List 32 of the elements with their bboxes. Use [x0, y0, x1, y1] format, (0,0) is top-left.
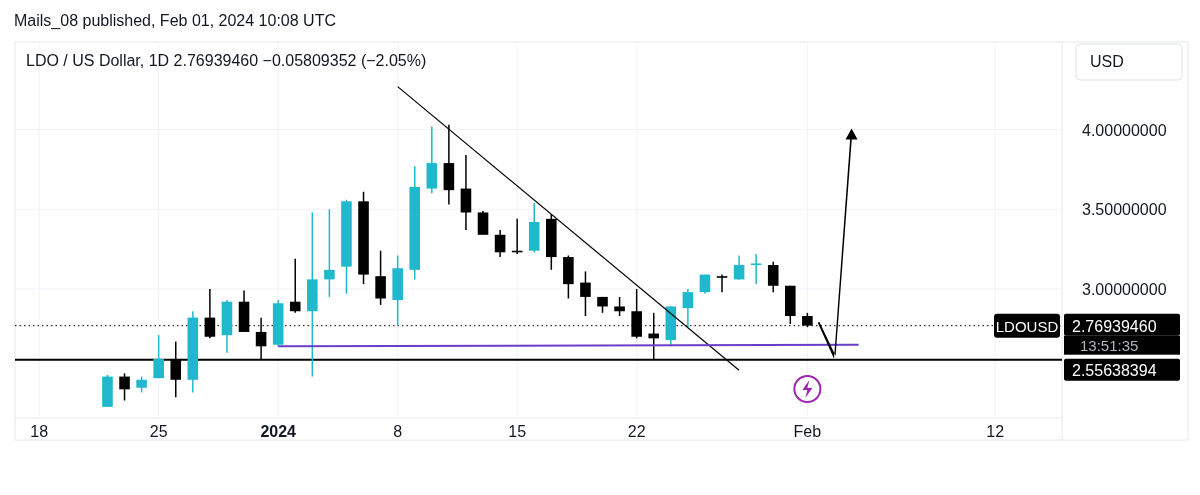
candlestick	[477, 210, 489, 236]
x-tick-label: 8	[393, 423, 403, 440]
x-tick-label: Feb	[793, 423, 822, 440]
y-tick-label: 4.00000000	[1082, 121, 1167, 139]
candlestick	[324, 208, 335, 298]
annotation: LDOUSD	[995, 317, 1059, 335]
candlestick	[580, 270, 591, 317]
candlestick	[767, 261, 779, 293]
y-axis-title: USD	[1090, 53, 1124, 70]
x-tick-label: 18	[30, 423, 49, 440]
ref-line-label: 2.76939460	[1072, 317, 1157, 335]
x-tick-label: 15	[508, 423, 527, 440]
candlestick	[153, 334, 164, 379]
x-tick-label: 2024	[260, 423, 297, 440]
candlestick	[460, 154, 472, 231]
y-tick-label: 3.00000000	[1082, 280, 1167, 298]
x-tick-label: 25	[149, 423, 168, 440]
x-tick-label: 12	[986, 423, 1005, 440]
text: LDO / US Dollar, 1D 2.76939460 −0.05809352 (−2.05%)	[26, 52, 427, 69]
y-tick-label: 3.50000000	[1082, 201, 1167, 219]
candlestick	[289, 257, 301, 314]
x-tick-label: 22	[627, 423, 646, 440]
candlestick	[682, 288, 694, 328]
candlestick	[716, 273, 728, 293]
candlestick	[750, 253, 762, 285]
chart-subtitle: Mails_08 published, Feb 01, 2024 10:08 UTC	[14, 12, 336, 30]
ref-line-label: 2.55638394	[1072, 361, 1157, 379]
candlestick	[119, 372, 130, 402]
candlestick	[494, 229, 506, 258]
candlestick	[614, 296, 625, 317]
text: 13:51:35	[1080, 336, 1139, 354]
candlestick	[375, 249, 386, 306]
